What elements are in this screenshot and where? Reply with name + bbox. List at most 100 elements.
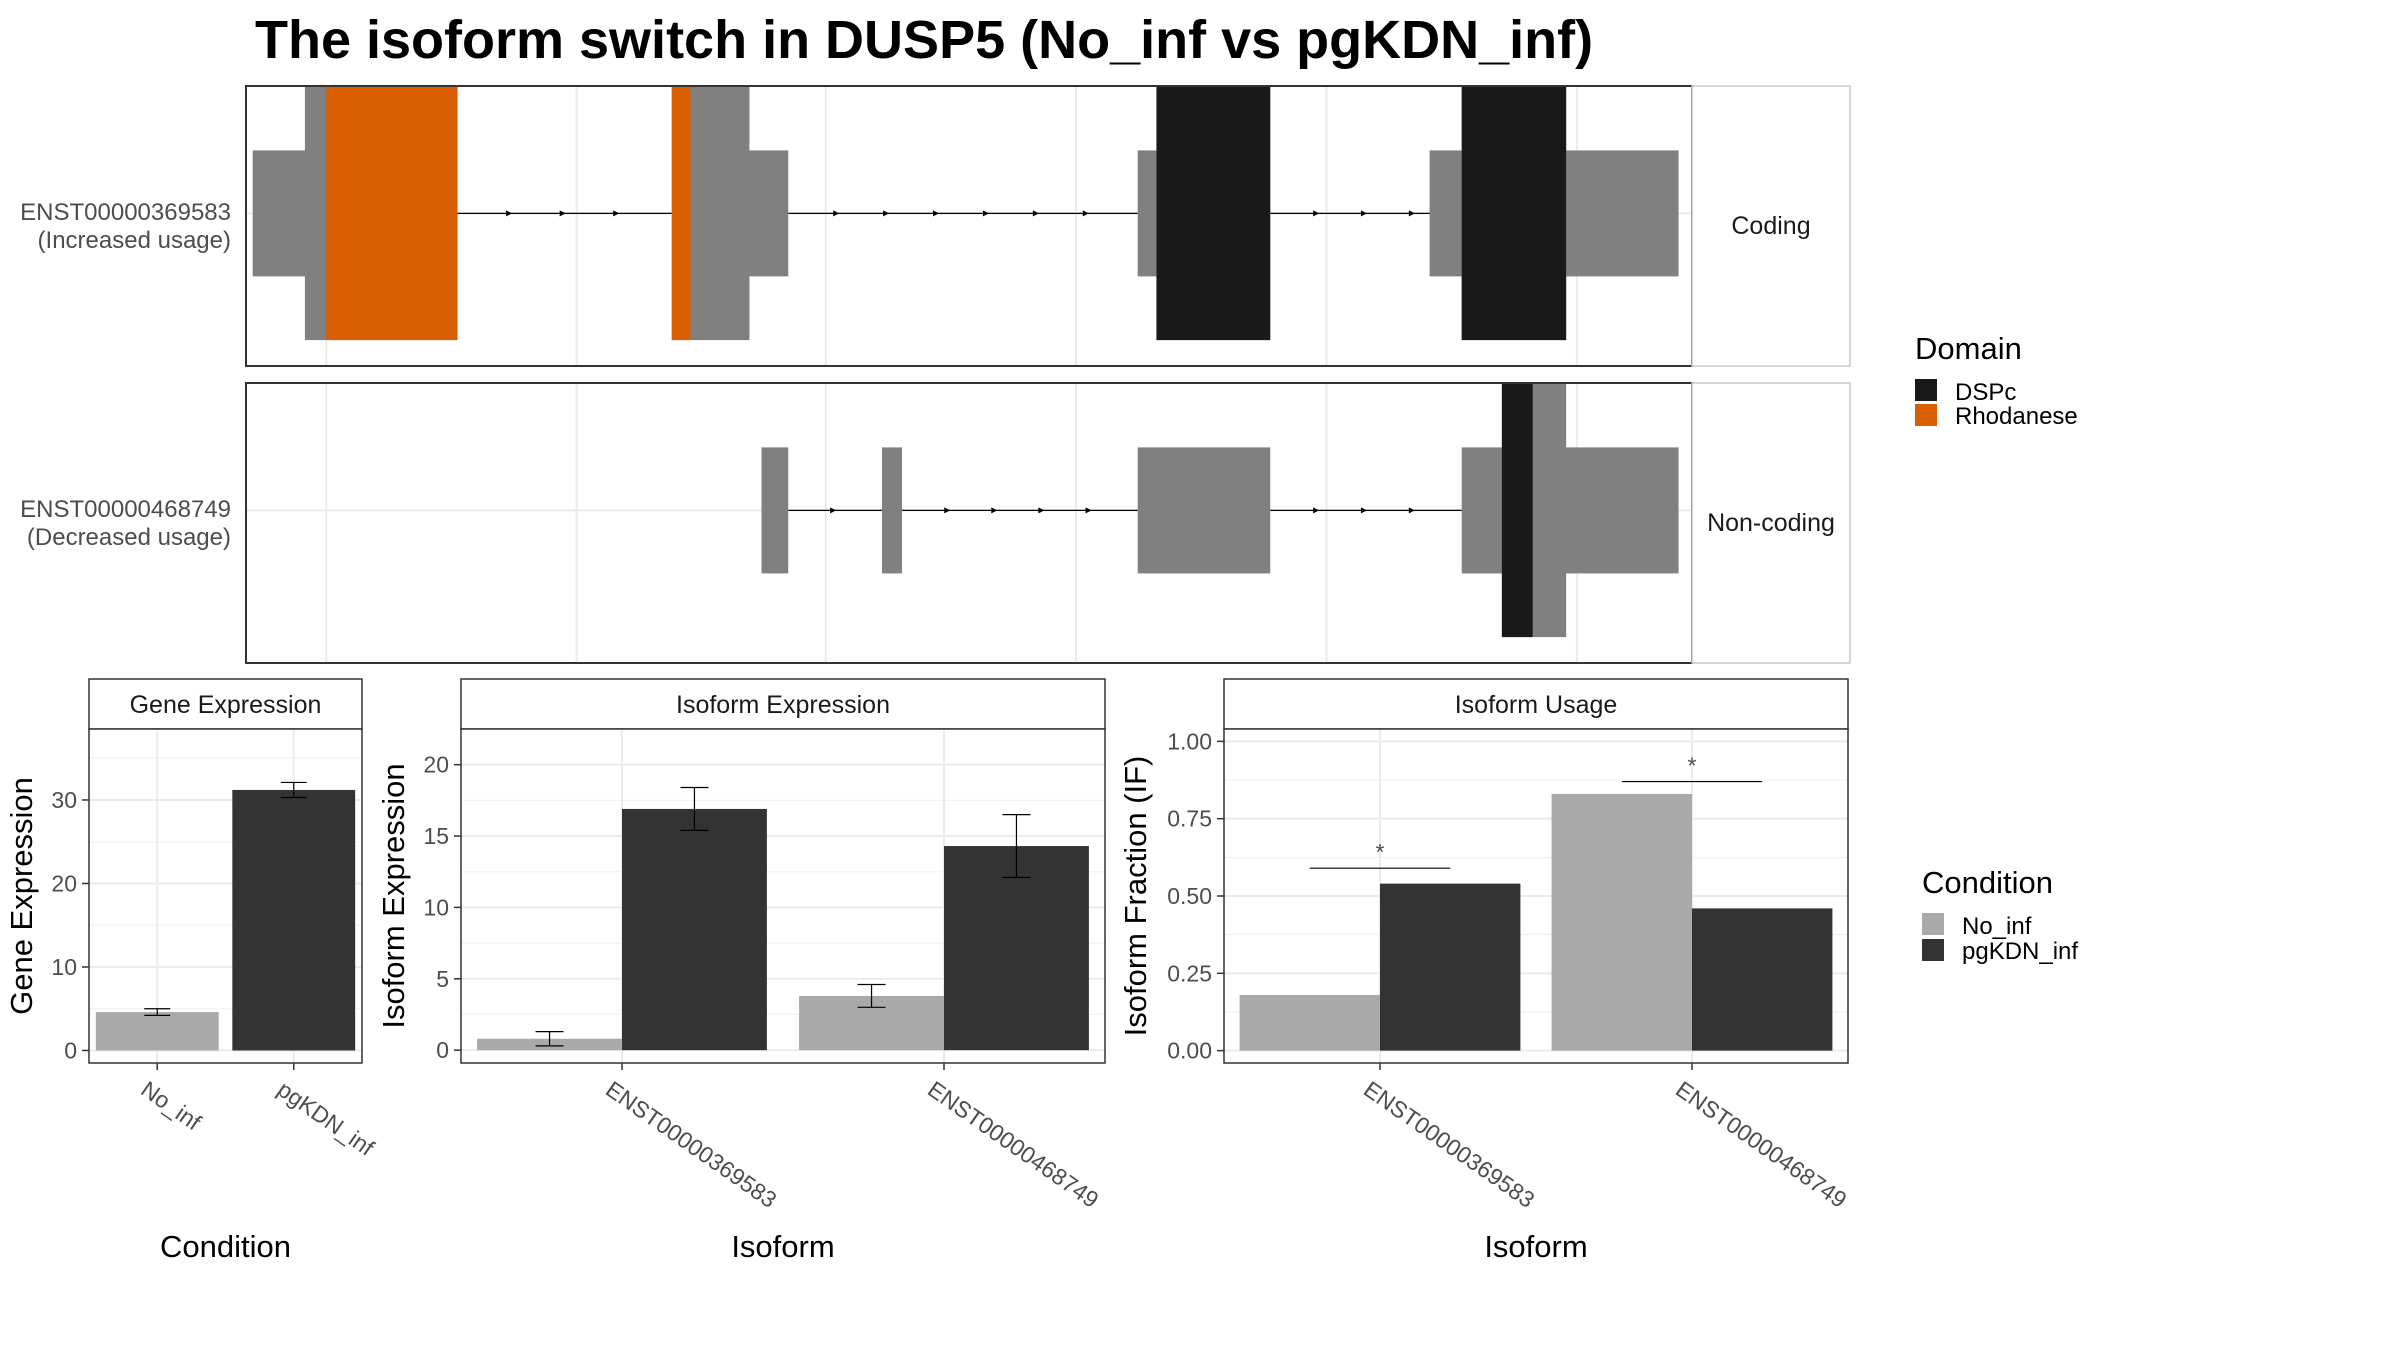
- y-axis-ticks: 0 5 10 15 20: [423, 752, 461, 1063]
- intron-direction-arrow: [1032, 210, 1039, 217]
- bar-pgkdn-inf: [1692, 908, 1833, 1051]
- transcript-usage-label: (Decreased usage): [27, 524, 231, 551]
- y-tick-label: 10: [51, 954, 77, 980]
- intron-direction-arrow: [1408, 507, 1415, 514]
- legend-label-pgkdn-inf: pgKDN_inf: [1962, 938, 2078, 965]
- facet-strip-label: Gene Expression: [130, 691, 322, 719]
- figure-title: The isoform switch in DUSP5 (No_inf vs p…: [255, 10, 1593, 70]
- legend-key-rhodanese: [1915, 404, 1937, 426]
- intron-direction-arrow: [933, 210, 940, 217]
- legend-key-no-inf: [1922, 913, 1944, 935]
- x-axis-title: Condition: [160, 1229, 291, 1264]
- intron-direction-arrow: [944, 507, 951, 514]
- x-axis-title: Isoform: [731, 1229, 834, 1264]
- intron-direction-arrow: [982, 210, 989, 217]
- facet-strip-label: Coding: [1731, 212, 1810, 240]
- domain-dspc: [1156, 86, 1271, 341]
- x-tick-label: ENST00000468749: [1671, 1076, 1851, 1213]
- bar-no-inf: [95, 1012, 219, 1051]
- y-tick-label: 1.00: [1167, 728, 1212, 754]
- intron-direction-arrow: [1085, 507, 1092, 514]
- transcript-id-label: ENST00000369583: [20, 199, 231, 226]
- facet-strip: [1223, 678, 1849, 730]
- utr-exon: [761, 447, 789, 574]
- intron-direction-arrow: [613, 210, 620, 217]
- x-axis-ticks: ENST00000369583 ENST00000468749: [601, 1063, 1104, 1213]
- y-tick-label: 10: [423, 894, 449, 920]
- y-tick-label: 0.00: [1167, 1038, 1212, 1064]
- panel-border: [88, 728, 363, 1064]
- facet-strip-label: Isoform Usage: [1455, 691, 1618, 719]
- legend-title: Condition: [1922, 865, 2053, 900]
- bar-pgkdn-inf: [1380, 883, 1521, 1051]
- domain-dspc: [1461, 86, 1567, 341]
- intron-direction-arrow: [830, 507, 837, 514]
- isoform-usage-panel: Isoform Usage ** 0.000.250.500.751.00 EN…: [1118, 678, 1852, 1264]
- transcript-panel-coding: Coding ENST00000369583 (Increased usage): [20, 85, 1851, 367]
- utr-exon: [252, 150, 313, 277]
- legend-label-dspc: DSPc: [1955, 379, 2016, 406]
- utr-exon: [881, 447, 903, 574]
- y-tick-label: 15: [423, 823, 449, 849]
- y-axis-title: Isoform Fraction (IF): [1118, 756, 1153, 1037]
- y-axis-ticks: 0 10 20 30: [51, 787, 89, 1063]
- intron-direction-arrow: [1082, 210, 1089, 217]
- y-tick-label: 0.75: [1167, 806, 1212, 832]
- bar-no-inf: [1551, 793, 1692, 1051]
- x-axis-title: Isoform: [1484, 1229, 1587, 1264]
- legend-label-rhodanese: Rhodanese: [1955, 403, 2078, 430]
- intron-direction-arrow: [1038, 507, 1045, 514]
- x-tick-label: ENST00000369583: [1359, 1076, 1539, 1213]
- isoform-expression-panel: Isoform Expression 0 5 10 15 20 ENST00000369…: [376, 678, 1106, 1264]
- facet-strip: [88, 678, 363, 730]
- significance-star: *: [1376, 839, 1385, 865]
- utr-exon: [1137, 447, 1271, 574]
- intron-direction-arrow: [883, 210, 890, 217]
- exon-blocks: [252, 86, 1679, 341]
- error-bars: [144, 781, 307, 1017]
- legend-title: Domain: [1915, 331, 2022, 366]
- x-tick-label: No_inf: [136, 1076, 206, 1136]
- intron-direction-arrow: [506, 210, 513, 217]
- transcript-id-label: ENST00000468749: [20, 496, 231, 523]
- exon-blocks: [761, 383, 1679, 638]
- panel-border: [460, 728, 1106, 1064]
- y-tick-label: 0: [436, 1037, 449, 1063]
- intron-lines: [788, 507, 1462, 514]
- bar-pgkdn-inf: [232, 789, 356, 1051]
- x-tick-label: ENST00000369583: [601, 1076, 781, 1213]
- y-tick-label: 20: [51, 870, 77, 896]
- y-tick-label: 0.25: [1167, 960, 1212, 986]
- significance-star: *: [1688, 753, 1697, 779]
- bar-pgkdn-inf: [944, 846, 1089, 1051]
- facet-strip-label: Isoform Expression: [676, 691, 890, 719]
- intron-direction-arrow: [1360, 507, 1367, 514]
- domain-legend: Domain DSPc Rhodanese: [1915, 331, 2078, 430]
- transcript-panel-noncoding: Non-coding ENST00000468749 (Decreased us…: [20, 382, 1851, 664]
- x-axis-ticks: ENST00000369583 ENST00000468749: [1359, 1063, 1852, 1213]
- y-axis-title: Isoform Expression: [376, 763, 411, 1028]
- y-tick-label: 30: [51, 787, 77, 813]
- bars: [477, 808, 1089, 1051]
- utr-exon: [1137, 150, 1157, 277]
- facet-strip: [1691, 382, 1851, 664]
- y-tick-label: 20: [423, 752, 449, 778]
- facet-strip: [460, 678, 1106, 730]
- intron-direction-arrow: [559, 210, 566, 217]
- y-tick-label: 5: [436, 966, 449, 992]
- bar-no-inf: [1239, 994, 1380, 1051]
- panel-background: [246, 383, 1692, 663]
- utr-exon: [746, 150, 789, 277]
- intron-direction-arrow: [1408, 210, 1415, 217]
- error-bars: [535, 786, 1031, 1047]
- significance-markers: **: [1309, 753, 1763, 869]
- domain-dspc: [1501, 383, 1533, 638]
- facet-strip-label: Non-coding: [1707, 509, 1835, 537]
- x-axis-ticks: No_inf pgKDN_inf: [136, 1063, 379, 1161]
- intron-direction-arrow: [1313, 210, 1320, 217]
- x-tick-label: ENST00000468749: [923, 1076, 1103, 1213]
- utr-exon: [1461, 447, 1679, 574]
